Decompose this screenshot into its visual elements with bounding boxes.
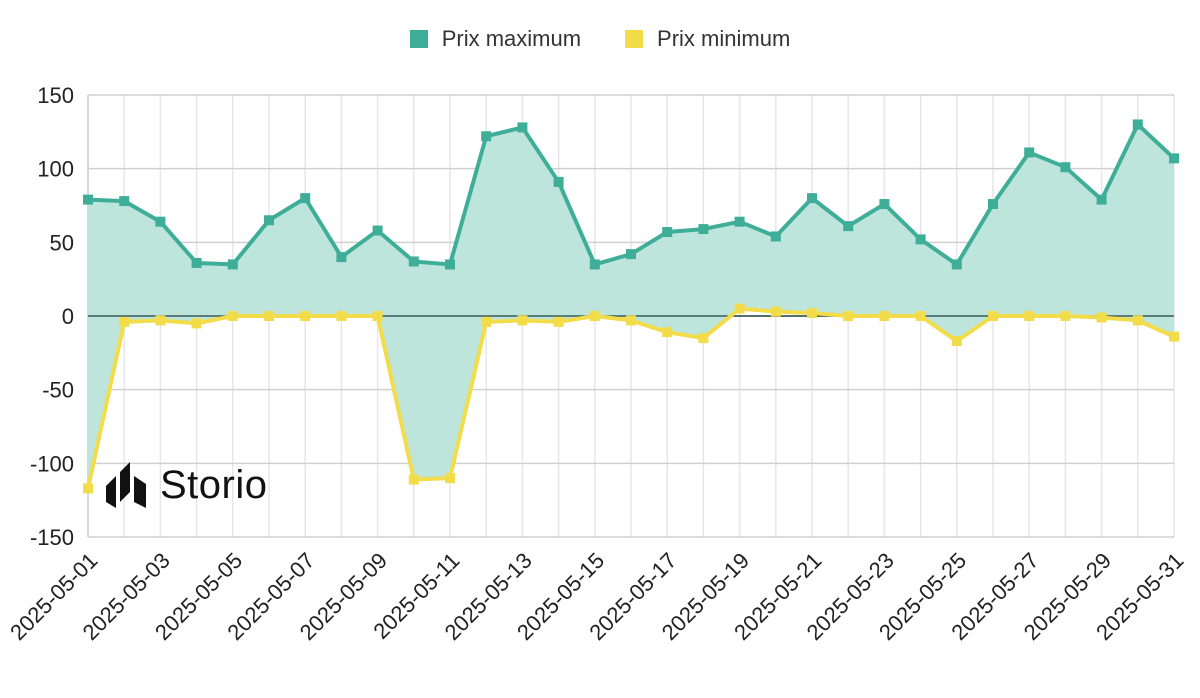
point-max (336, 252, 347, 263)
point-max (879, 199, 890, 210)
point-max (1169, 153, 1179, 164)
point-min (517, 315, 528, 326)
point-min (589, 311, 600, 321)
point-min (951, 336, 962, 347)
point-min (481, 316, 492, 327)
point-max (1132, 119, 1143, 130)
point-max (481, 131, 492, 142)
point-max (445, 259, 455, 270)
point-max (227, 259, 238, 270)
point-min (734, 303, 745, 314)
point-max (83, 194, 93, 205)
point-max (807, 193, 817, 204)
point-min (445, 473, 455, 484)
point-max (734, 216, 745, 227)
legend-item-max[interactable]: Prix maximum (409, 26, 582, 52)
point-min (1024, 311, 1035, 321)
point-max (589, 259, 600, 270)
point-min (915, 311, 926, 321)
point-min (227, 311, 238, 321)
point-min (300, 311, 311, 321)
point-max (1024, 147, 1035, 158)
legend-swatch-min (625, 30, 644, 48)
point-max (626, 249, 636, 260)
point-max (951, 259, 962, 270)
point-max (1060, 162, 1071, 173)
point-max (191, 257, 202, 268)
point-max (372, 225, 383, 236)
point-max (770, 231, 781, 242)
point-max (662, 227, 673, 238)
legend-item-min[interactable]: Prix minimum (625, 26, 790, 52)
point-max (408, 256, 419, 267)
legend: Prix maximum Prix minimum (0, 26, 1200, 52)
storio-logo: Storio (104, 462, 268, 508)
point-min (1132, 315, 1143, 326)
point-max (300, 193, 311, 204)
range-area (88, 124, 1174, 489)
point-min (408, 474, 419, 485)
point-min (626, 315, 636, 326)
storio-logo-icon (106, 462, 146, 508)
point-min (988, 311, 998, 321)
point-max (843, 221, 854, 232)
point-min (553, 316, 564, 327)
point-min (336, 311, 347, 321)
point-min (807, 308, 817, 319)
legend-label-max: Prix maximum (441, 26, 582, 51)
point-min (1096, 312, 1107, 323)
point-min (662, 327, 673, 338)
point-min (843, 311, 854, 321)
point-min (191, 318, 202, 329)
point-max (264, 215, 274, 226)
point-min (264, 311, 274, 321)
y-tick-label: 150 (37, 83, 74, 108)
point-min (1169, 331, 1179, 342)
y-tick-label: -50 (42, 378, 74, 403)
point-min (698, 333, 709, 344)
logo-text: Storio (160, 462, 268, 507)
point-max (119, 196, 130, 207)
point-max (1096, 194, 1107, 205)
y-tick-label: 50 (50, 230, 74, 255)
y-tick-label: -100 (30, 451, 74, 476)
point-min (1060, 311, 1071, 321)
point-min (879, 311, 890, 321)
point-max (988, 199, 998, 210)
point-max (155, 216, 166, 227)
point-min (83, 483, 93, 494)
point-min (770, 306, 781, 317)
point-min (372, 311, 383, 321)
point-max (553, 176, 564, 187)
point-max (517, 122, 528, 133)
y-tick-label: -150 (30, 525, 74, 550)
point-min (155, 315, 166, 326)
point-max (915, 234, 926, 245)
point-min (119, 316, 130, 327)
legend-swatch-max (409, 30, 428, 48)
y-tick-label: 0 (62, 304, 74, 329)
point-max (698, 224, 709, 235)
y-tick-label: 100 (37, 157, 74, 182)
legend-label-min: Prix minimum (657, 26, 791, 51)
